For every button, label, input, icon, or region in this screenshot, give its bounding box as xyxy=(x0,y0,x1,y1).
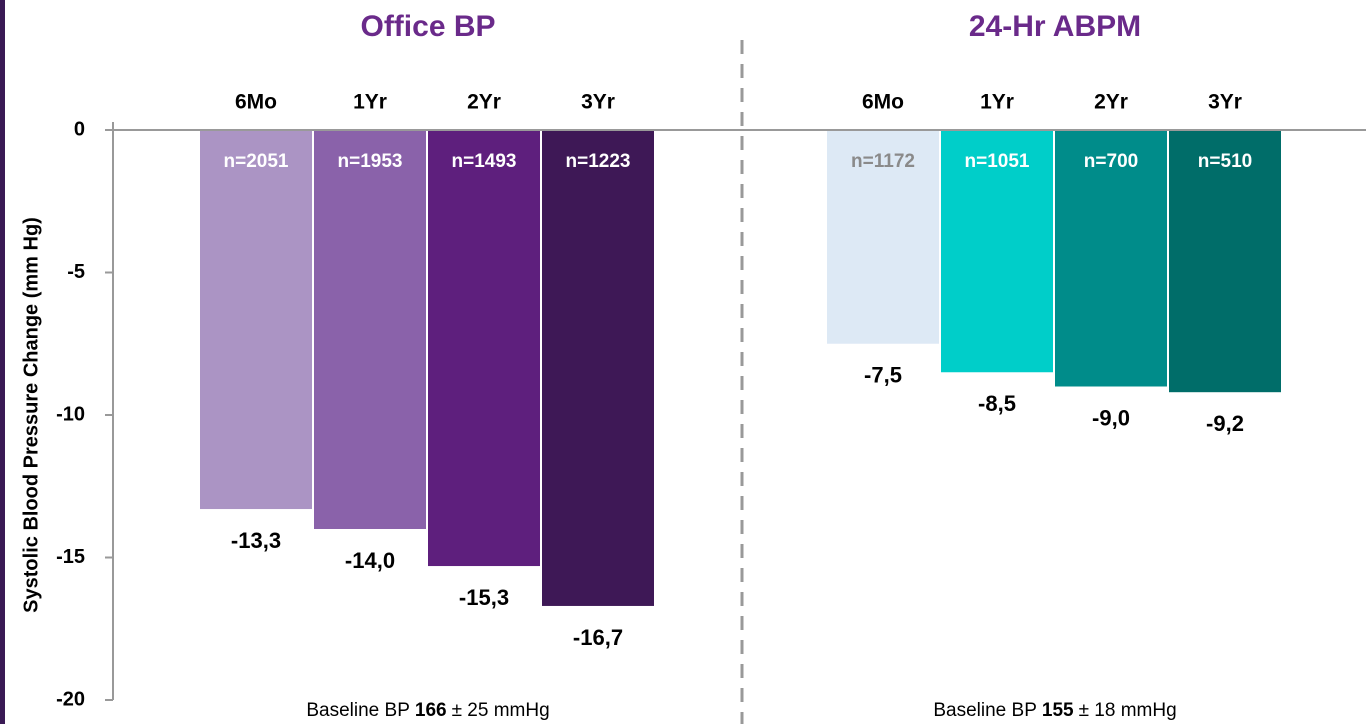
value-label: -8,5 xyxy=(978,391,1016,416)
y-tick-label: -5 xyxy=(67,261,85,283)
value-label: -14,0 xyxy=(345,548,395,573)
note-part: Baseline BP xyxy=(933,700,1037,721)
bar xyxy=(1055,130,1167,387)
note-part: ± 18 mmHg xyxy=(1079,700,1177,721)
category-label: 1Yr xyxy=(980,91,1014,114)
note-part: ± 25 mmHg xyxy=(452,700,550,721)
n-label: n=1172 xyxy=(851,151,915,172)
note-part: 166 xyxy=(415,700,447,721)
y-tick-label: -10 xyxy=(56,403,85,425)
value-label: -15,3 xyxy=(459,585,509,610)
bar xyxy=(1169,130,1281,393)
note-part: Baseline BP xyxy=(306,700,410,721)
category-label: 3Yr xyxy=(581,91,615,114)
bar xyxy=(542,130,654,606)
category-label: 2Yr xyxy=(1094,91,1128,114)
y-axis-label: Systolic Blood Pressure Change (mm Hg) xyxy=(20,217,42,613)
n-label: n=510 xyxy=(1198,151,1252,172)
value-label: -7,5 xyxy=(864,363,902,388)
bar xyxy=(941,130,1053,373)
n-label: n=1953 xyxy=(338,151,403,172)
value-label: -13,3 xyxy=(231,528,281,553)
category-label: 3Yr xyxy=(1208,91,1242,114)
y-tick-label: -15 xyxy=(56,546,85,568)
n-label: n=1493 xyxy=(452,151,517,172)
panel-title: Office BP xyxy=(360,10,495,43)
category-label: 6Mo xyxy=(235,91,277,114)
panel-title: 24-Hr ABPM xyxy=(969,10,1141,43)
value-label: -9,2 xyxy=(1206,411,1244,436)
bar xyxy=(428,130,540,567)
note-part: 155 xyxy=(1042,700,1074,721)
category-label: 2Yr xyxy=(467,91,501,114)
bar xyxy=(200,130,312,510)
bar xyxy=(827,130,939,344)
n-label: n=1223 xyxy=(566,151,631,172)
baseline-note: Baseline BP 166 ± 25 mmHg xyxy=(306,700,549,721)
edge-strip xyxy=(0,0,5,724)
value-label: -16,7 xyxy=(573,625,623,650)
category-label: 1Yr xyxy=(353,91,387,114)
bar xyxy=(314,130,426,529)
value-label: -9,0 xyxy=(1092,405,1130,430)
n-label: n=2051 xyxy=(224,151,289,172)
n-label: n=1051 xyxy=(965,151,1030,172)
n-label: n=700 xyxy=(1084,151,1138,172)
category-label: 6Mo xyxy=(862,91,904,114)
y-tick-label: 0 xyxy=(74,118,85,140)
baseline-note: Baseline BP 155 ± 18 mmHg xyxy=(933,700,1176,721)
y-tick-label: -20 xyxy=(56,688,85,710)
